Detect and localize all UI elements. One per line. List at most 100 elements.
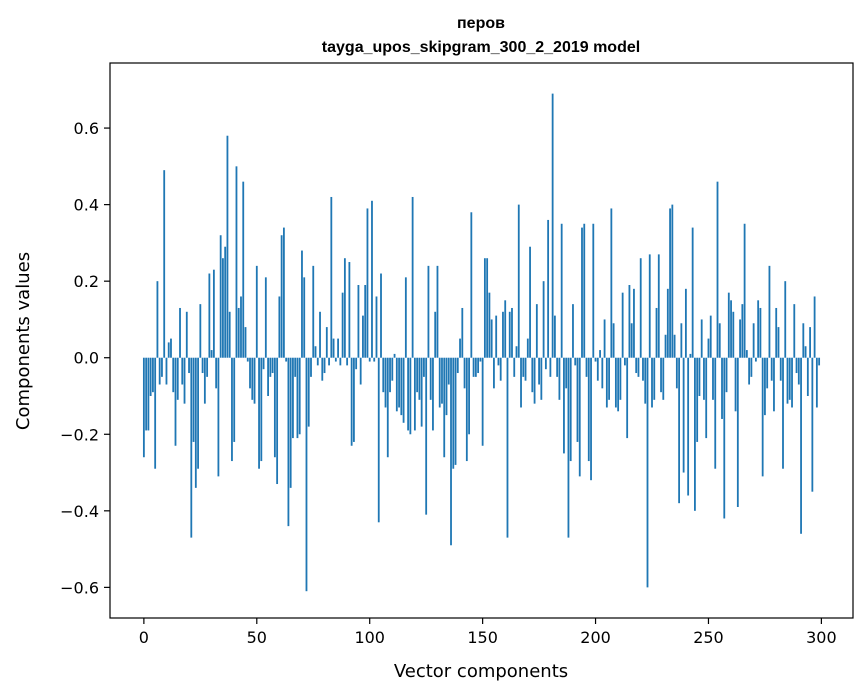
bar-144 <box>468 357 470 435</box>
bar-150 <box>481 357 484 446</box>
bar-241 <box>687 357 690 496</box>
bar-127 <box>429 357 432 400</box>
bar-152 <box>486 258 489 358</box>
bar-65 <box>289 357 292 488</box>
bar-160 <box>504 300 507 358</box>
bar-162 <box>508 311 511 358</box>
bar-132 <box>441 357 443 404</box>
bar-104 <box>377 357 380 523</box>
bar-186 <box>563 357 565 454</box>
bar-126 <box>427 265 430 358</box>
bar-120 <box>413 357 416 431</box>
bar-68 <box>296 357 299 439</box>
bar-66 <box>292 357 294 439</box>
bar-171 <box>529 246 531 358</box>
bar-97 <box>362 315 364 358</box>
bar-125 <box>425 357 428 515</box>
bar-191 <box>574 357 577 366</box>
bar-196 <box>585 357 588 377</box>
bar-53 <box>262 357 265 370</box>
bar-24 <box>197 357 199 469</box>
bar-207 <box>610 208 613 358</box>
bar-164 <box>513 357 516 377</box>
bar-84 <box>332 338 335 358</box>
bar-262 <box>734 357 737 412</box>
bar-255 <box>718 323 721 358</box>
bar-102 <box>373 357 376 362</box>
y-axis-label: Components values <box>13 252 34 430</box>
y-tick-label-2: −0.2 <box>60 425 99 444</box>
bar-275 <box>764 357 766 416</box>
x-tick-label-0: 0 <box>139 628 149 647</box>
bar-192 <box>576 357 579 442</box>
bar-148 <box>477 357 480 374</box>
bar-277 <box>768 265 771 358</box>
bar-231 <box>664 334 667 358</box>
bar-79 <box>321 357 324 381</box>
bar-109 <box>389 357 391 393</box>
chart-title: перов <box>457 15 505 32</box>
bar-101 <box>371 200 373 358</box>
y-axis-ticks: −0.6 −0.4 −0.2 0.0 0.2 0.4 0.6 <box>60 119 110 597</box>
bar-114 <box>400 357 403 416</box>
bar-286 <box>788 357 791 400</box>
bar-89 <box>343 258 346 358</box>
bar-205 <box>605 357 608 408</box>
bar-156 <box>495 315 498 358</box>
bar-133 <box>443 357 446 458</box>
bar-111 <box>393 353 396 358</box>
bar-123 <box>420 357 423 427</box>
bar-34 <box>219 235 222 358</box>
bar-27 <box>203 357 206 404</box>
bar-10 <box>165 357 168 385</box>
bar-15 <box>176 357 179 400</box>
bar-172 <box>531 357 534 393</box>
bar-237 <box>678 357 681 504</box>
bar-227 <box>655 307 658 358</box>
bar-7 <box>158 357 161 385</box>
bar-130 <box>436 265 439 358</box>
bar-214 <box>626 357 629 439</box>
bar-121 <box>416 357 419 393</box>
bar-28 <box>206 357 209 377</box>
bar-194 <box>581 227 583 358</box>
bar-141 <box>461 307 464 358</box>
bar-177 <box>542 281 545 358</box>
bar-103 <box>375 296 378 358</box>
bar-232 <box>666 288 669 358</box>
bar-289 <box>795 357 798 374</box>
bar-98 <box>364 285 367 358</box>
bar-108 <box>386 357 389 458</box>
bar-63 <box>285 357 288 362</box>
bar-263 <box>736 357 739 507</box>
bar-217 <box>633 288 635 358</box>
bar-157 <box>497 357 500 366</box>
y-tick-label-6: 0.6 <box>74 119 99 138</box>
bar-149 <box>479 357 482 362</box>
bar-75 <box>312 265 315 358</box>
bar-244 <box>694 357 696 511</box>
bar-59 <box>276 357 279 485</box>
bar-138 <box>454 357 457 465</box>
bar-135 <box>447 357 450 385</box>
bar-78 <box>319 311 321 358</box>
bar-188 <box>567 357 570 538</box>
y-tick-label-1: −0.4 <box>60 502 99 521</box>
bar-134 <box>445 357 448 416</box>
bar-215 <box>628 285 631 358</box>
bar-99 <box>366 208 369 358</box>
bar-269 <box>750 357 753 377</box>
bars-group <box>142 93 821 592</box>
bar-216 <box>630 323 633 358</box>
bar-265 <box>741 304 744 358</box>
bar-183 <box>556 357 559 377</box>
bar-272 <box>757 300 760 358</box>
bar-278 <box>770 357 773 381</box>
bar-33 <box>217 357 220 477</box>
bar-11 <box>167 342 170 358</box>
bar-6 <box>156 281 159 358</box>
bar-22 <box>192 357 195 442</box>
bar-2 <box>147 357 150 431</box>
bar-280 <box>775 307 778 358</box>
bar-287 <box>791 357 793 408</box>
